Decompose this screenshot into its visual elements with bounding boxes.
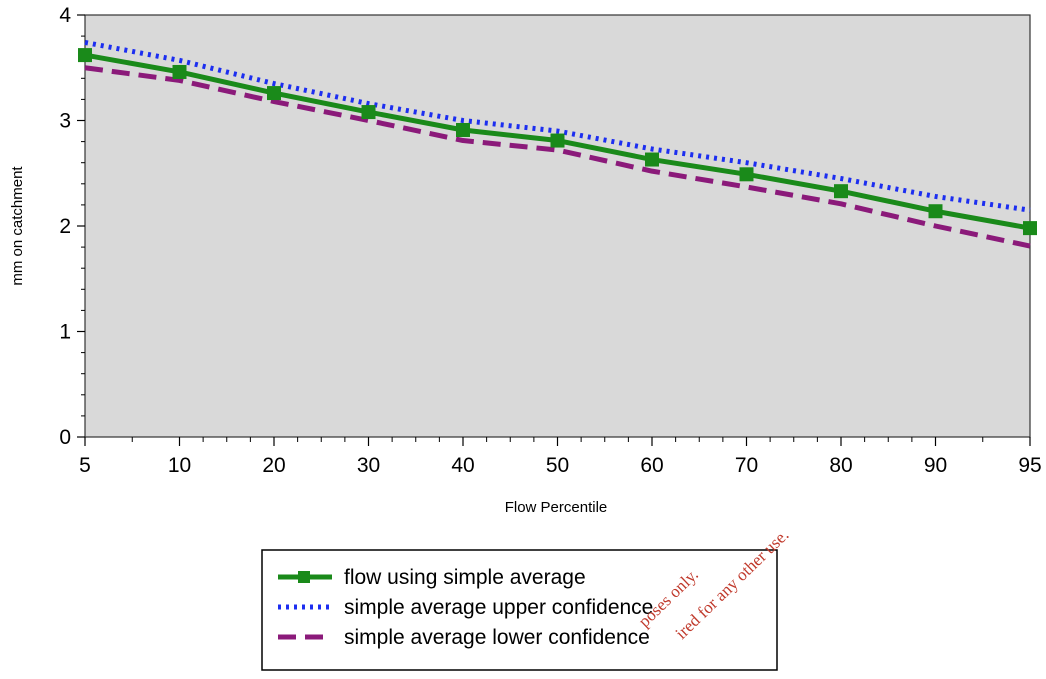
x-tick-label: 80 — [829, 454, 852, 477]
x-tick-label: 40 — [451, 454, 474, 477]
x-tick-label: 30 — [357, 454, 380, 477]
legend-label-0: flow using simple average — [344, 566, 586, 589]
legend-items: flow using simple average simple average … — [278, 566, 653, 649]
legend: flow using simple average simple average … — [261, 549, 778, 671]
data-point-marker — [550, 133, 565, 148]
legend-box — [261, 549, 778, 671]
x-tick-label: 70 — [735, 454, 758, 477]
axes-layer: 0 1 2 3 4 5 10 20 30 40 50 60 70 80 90 95 — [59, 4, 1041, 477]
x-tick-label: 50 — [546, 454, 569, 477]
series-line-1 — [84, 39, 1031, 213]
x-tick-label: 90 — [924, 454, 947, 477]
data-point-marker — [834, 184, 848, 199]
data-point-marker — [456, 122, 470, 137]
data-point-marker — [739, 167, 754, 182]
plot-area — [84, 14, 1031, 438]
x-tick-label: 60 — [640, 454, 663, 477]
y-tick-label: 4 — [59, 4, 71, 27]
data-point-marker — [645, 152, 659, 167]
legend-marker-0 — [298, 571, 310, 583]
legend-label-2: simple average lower confidence — [344, 626, 650, 649]
y-tick-label: 1 — [59, 321, 71, 344]
data-point-marker — [172, 64, 187, 79]
x-tick-label: 20 — [262, 454, 285, 477]
x-axis-label: Flow Percentile — [505, 499, 608, 516]
x-tick-label: 5 — [79, 454, 91, 477]
data-point-marker — [928, 204, 943, 219]
y-tick-label: 3 — [59, 110, 71, 133]
series-layer — [78, 39, 1037, 249]
y-axis-label: mm on catchment — [9, 166, 26, 286]
data-point-marker — [78, 48, 92, 63]
data-point-marker — [1023, 221, 1037, 236]
y-tick-label: 0 — [59, 426, 71, 449]
data-point-marker — [267, 86, 281, 101]
y-tick-label: 2 — [59, 215, 71, 238]
x-tick-label: 95 — [1018, 454, 1041, 477]
data-point-marker — [361, 105, 376, 120]
legend-label-1: simple average upper confidence — [344, 596, 653, 619]
x-tick-label: 10 — [168, 454, 191, 477]
